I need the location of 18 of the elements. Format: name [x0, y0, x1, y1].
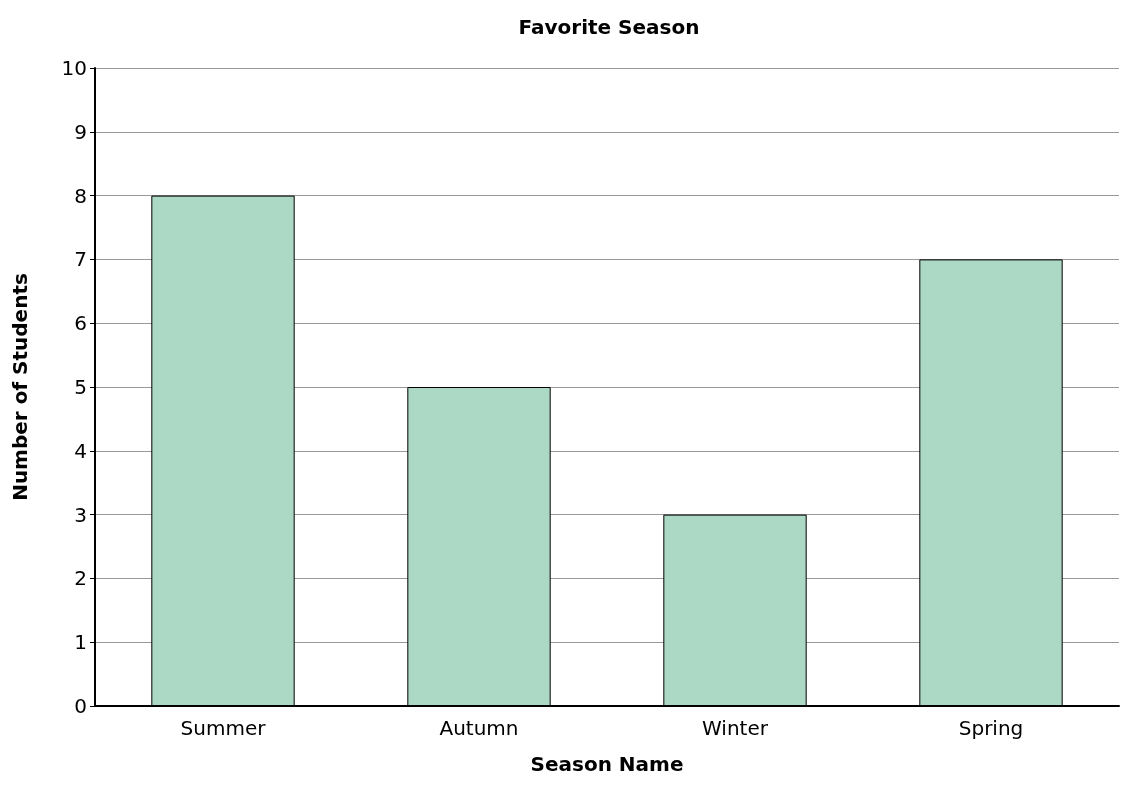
- y-tick-label: 10: [61, 56, 87, 80]
- x-tick-label: Autumn: [439, 716, 519, 740]
- y-tick-label: 8: [74, 183, 87, 208]
- y-tick-label: 4: [74, 438, 87, 463]
- y-tick-label: 6: [74, 311, 87, 336]
- x-tick-label: Summer: [180, 716, 267, 740]
- y-axis-title: Number of Students: [8, 273, 32, 501]
- y-tick-label: 9: [74, 119, 87, 144]
- x-tick-label: Winter: [702, 716, 769, 740]
- chart-title: Favorite Season: [518, 15, 700, 39]
- y-tick-label: 0: [74, 694, 87, 718]
- y-tick-label: 5: [74, 375, 87, 399]
- y-tick-label: 1: [74, 630, 87, 655]
- y-tick-label: 3: [74, 502, 87, 527]
- y-tick-label: 7: [74, 247, 87, 272]
- x-tick-label: Spring: [958, 716, 1024, 740]
- x-axis-title: Season Name: [530, 752, 684, 776]
- y-tick-label: 2: [74, 566, 87, 591]
